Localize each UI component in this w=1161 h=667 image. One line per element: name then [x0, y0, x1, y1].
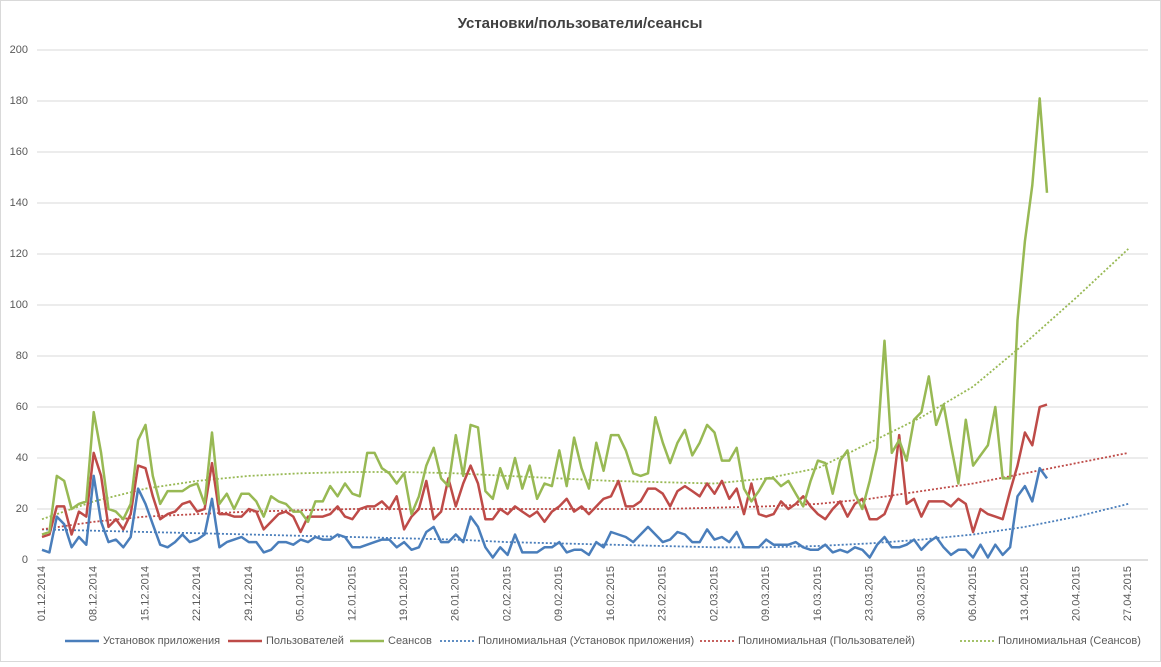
x-tick-label: 02.03.2015	[708, 566, 720, 621]
x-tick-label: 26.01.2015	[450, 566, 462, 621]
x-tick-label: 29.12.2014	[243, 566, 255, 621]
x-tick-label: 05.01.2015	[295, 566, 307, 621]
x-tick-label: 13.04.2015	[1019, 566, 1031, 621]
y-tick-label: 140	[10, 197, 28, 209]
series-line	[41, 403, 1048, 539]
y-tick-label: 160	[10, 146, 28, 158]
x-tick-label: 16.03.2015	[812, 566, 824, 621]
x-tick-label: 16.02.2015	[605, 566, 617, 621]
x-tick-label: 12.01.2015	[346, 566, 358, 621]
legend-label: Пользователей	[266, 635, 344, 647]
y-tick-label: 80	[16, 350, 28, 362]
series-line	[41, 466, 1049, 559]
y-tick-label: 40	[16, 452, 28, 464]
x-tick-label: 09.03.2015	[760, 566, 772, 621]
y-tick-label: 0	[22, 554, 28, 566]
x-tick-label: 19.01.2015	[398, 566, 410, 621]
x-tick-label: 01.12.2014	[36, 566, 48, 621]
y-tick-label: 180	[10, 95, 28, 107]
x-tick-label: 20.04.2015	[1071, 566, 1083, 621]
chart-title: Установки/пользователи/сеансы	[458, 15, 703, 32]
legend-label: Полиномиальная (Сеансов)	[998, 635, 1141, 647]
x-tick-label: 23.03.2015	[864, 566, 876, 621]
x-tick-label: 09.02.2015	[553, 566, 565, 621]
x-tick-label: 30.03.2015	[915, 566, 927, 621]
x-tick-label: 23.02.2015	[657, 566, 669, 621]
legend-label: Сеансов	[388, 635, 432, 647]
y-tick-label: 60	[16, 401, 28, 413]
x-tick-label: 02.02.2015	[501, 566, 513, 621]
legend-label: Полиномиальная (Установок приложения)	[478, 635, 694, 647]
y-tick-label: 120	[10, 248, 28, 260]
trend-line	[41, 503, 1129, 549]
legend-label: Полиномиальная (Пользователей)	[738, 635, 915, 647]
x-tick-label: 08.12.2014	[88, 566, 100, 621]
x-tick-label: 06.04.2015	[967, 566, 979, 621]
series-line	[41, 97, 1049, 536]
legend-label: Установок приложения	[103, 635, 220, 647]
y-tick-label: 200	[10, 44, 28, 56]
x-tick-label: 27.04.2015	[1122, 566, 1134, 621]
y-tick-label: 100	[10, 299, 28, 311]
x-tick-label: 22.12.2014	[191, 566, 203, 621]
x-tick-label: 15.12.2014	[139, 566, 151, 621]
y-tick-label: 20	[16, 503, 28, 515]
